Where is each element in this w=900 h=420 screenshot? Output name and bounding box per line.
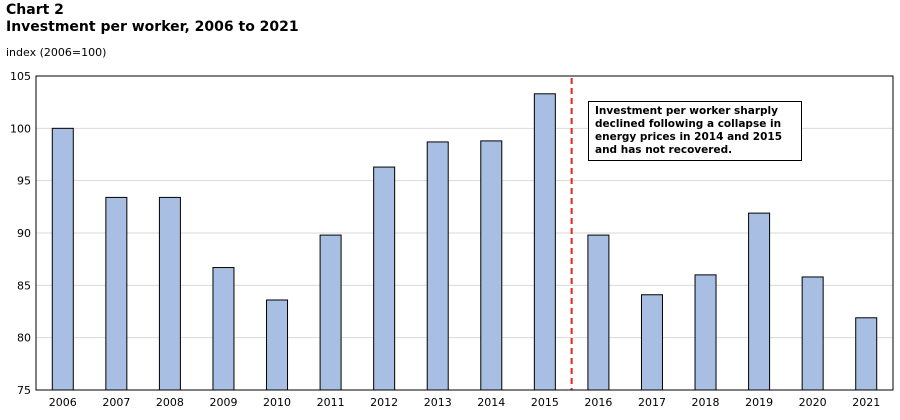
x-tick-label: 2020 (799, 396, 827, 409)
y-tick-label: 95 (17, 175, 31, 188)
bar-2013 (426, 141, 449, 391)
y-tick-label: 80 (17, 332, 31, 345)
bar-2009 (212, 267, 235, 391)
x-tick-label: 2007 (102, 396, 130, 409)
bar-2006 (51, 127, 74, 391)
chart-label: Chart 2 (6, 2, 64, 18)
bar-2007 (105, 196, 128, 391)
x-tick-label: 2012 (370, 396, 398, 409)
y-tick-label: 100 (10, 122, 31, 135)
y-axis-unit: index (2006=100) (6, 46, 107, 59)
x-tick-label: 2017 (638, 396, 666, 409)
annotation-box: Investment per worker sharply declined f… (588, 101, 802, 161)
x-tick-label: 2021 (852, 396, 880, 409)
x-tick-label: 2011 (317, 396, 345, 409)
bar-2016 (587, 234, 610, 391)
x-tick-label: 2015 (531, 396, 559, 409)
bar-2015 (533, 93, 556, 391)
y-tick-label: 85 (17, 279, 31, 292)
y-tick-label: 90 (17, 227, 31, 240)
bar-2018 (694, 274, 717, 391)
x-tick-label: 2006 (49, 396, 77, 409)
x-tick-label: 2018 (692, 396, 720, 409)
bar-2017 (640, 294, 663, 391)
x-tick-label: 2013 (424, 396, 452, 409)
bar-2020 (801, 276, 824, 391)
y-tick-label: 75 (17, 384, 31, 397)
plot-frame (35, 75, 894, 391)
x-tick-label: 2016 (584, 396, 612, 409)
bar-2019 (748, 212, 771, 391)
bar-2021 (855, 317, 878, 391)
bar-2010 (266, 299, 289, 391)
x-tick-label: 2009 (209, 396, 237, 409)
bar-2014 (480, 140, 503, 391)
bar-2012 (373, 166, 396, 391)
bar-2011 (319, 234, 342, 391)
x-tick-label: 2010 (263, 396, 291, 409)
y-tick-label: 105 (10, 70, 31, 83)
bar-2008 (158, 196, 181, 391)
chart-title: Investment per worker, 2006 to 2021 (6, 19, 299, 35)
x-tick-label: 2019 (745, 396, 773, 409)
x-tick-label: 2014 (477, 396, 505, 409)
x-tick-label: 2008 (156, 396, 184, 409)
